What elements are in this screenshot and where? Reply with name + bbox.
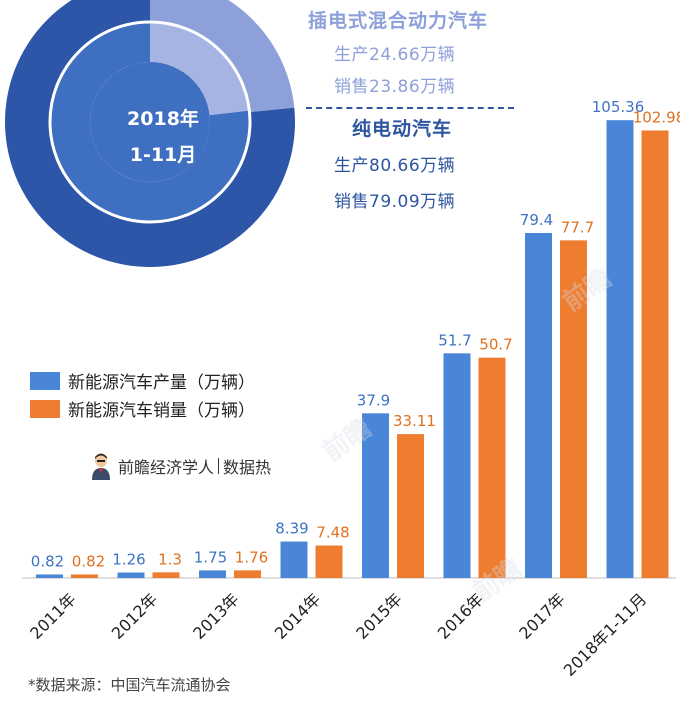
data-label-production: 8.39 <box>275 520 308 538</box>
data-label-production: 37.9 <box>357 391 390 409</box>
bar-production <box>606 120 634 579</box>
donut-center-year: 2018年 <box>127 108 199 130</box>
bar-sales <box>397 434 424 578</box>
donut-inner-phev-segment <box>150 23 249 116</box>
data-label-sales: 7.48 <box>316 523 349 541</box>
legend-item-production: 新能源汽车产量（万辆） <box>30 368 255 393</box>
brand: 前瞻经济学人 数据热 <box>90 452 271 480</box>
bar-production <box>280 541 308 578</box>
donut-outer-bev-segment <box>5 0 295 267</box>
data-label-production: 1.75 <box>194 548 227 566</box>
x-tick-label: 2013年 <box>189 589 243 643</box>
bar-sales <box>560 240 587 578</box>
legend-label-sales: 新能源汽车销量（万辆） <box>68 401 255 421</box>
data-label-production: 51.7 <box>438 331 471 349</box>
bev-sales: 销售79.09万辆 <box>334 192 456 212</box>
bar-sales <box>315 545 343 578</box>
bar-sales <box>71 574 98 578</box>
x-tick-label: 2018年1-11月 <box>560 589 651 680</box>
bar-production <box>36 574 63 578</box>
donut-chart <box>5 0 295 267</box>
data-label-sales: 50.7 <box>479 336 512 354</box>
x-tick-label: 2017年 <box>515 589 569 643</box>
data-label-production: 79.4 <box>520 211 553 229</box>
legend-item-sales: 新能源汽车销量（万辆） <box>30 396 255 421</box>
phev-production: 生产24.66万辆 <box>334 45 456 65</box>
avatar-icon <box>92 453 110 480</box>
data-label-sales: 0.82 <box>72 552 105 570</box>
brand-separator <box>218 458 220 474</box>
donut-inner-bev-segment <box>50 23 249 221</box>
bar-sales <box>152 572 180 578</box>
data-label-production: 0.82 <box>31 552 64 570</box>
data-label-production: 1.26 <box>112 551 145 569</box>
donut-legend-divider <box>306 107 514 109</box>
legend-swatch-production <box>30 371 60 390</box>
bar-sales <box>478 357 506 578</box>
bar-sales <box>641 130 669 578</box>
donut-inner-ring-line <box>48 20 252 224</box>
x-tick-label: 2014年 <box>271 589 325 643</box>
bar-production <box>199 570 226 578</box>
phev-sales: 销售23.86万辆 <box>334 77 456 97</box>
bar-production <box>117 572 145 578</box>
legend-swatch-sales <box>30 399 60 418</box>
brand-sub: 数据热 <box>223 458 272 477</box>
data-label-sales: 102.98 <box>633 109 680 127</box>
data-label-sales: 1.3 <box>158 550 182 568</box>
x-tick-label: 2011年 <box>26 589 80 643</box>
legend-label-production: 新能源汽车产量（万辆） <box>68 373 255 393</box>
bar-production <box>525 232 552 579</box>
bev-title: 纯电动汽车 <box>352 118 453 140</box>
bev-production: 生产80.66万辆 <box>334 156 456 176</box>
data-label-sales: 77.7 <box>561 218 594 236</box>
data-label-production: 105.36 <box>592 98 645 116</box>
brand-name: 前瞻经济学人 <box>118 458 215 477</box>
phev-title: 插电式混合动力汽车 <box>308 10 489 32</box>
data-label-sales: 1.76 <box>235 548 268 566</box>
data-label-sales: 33.11 <box>393 412 436 430</box>
data-source-note: *数据来源：中国汽车流通协会 <box>28 676 231 694</box>
bar-production <box>362 413 389 578</box>
x-tick-label: 2012年 <box>108 589 162 643</box>
donut-center-disc <box>90 62 210 182</box>
bar-production <box>443 353 471 578</box>
donut-center-period: 1-11月 <box>129 144 197 166</box>
bar-sales <box>234 570 261 578</box>
x-tick-label: 2015年 <box>352 589 406 643</box>
